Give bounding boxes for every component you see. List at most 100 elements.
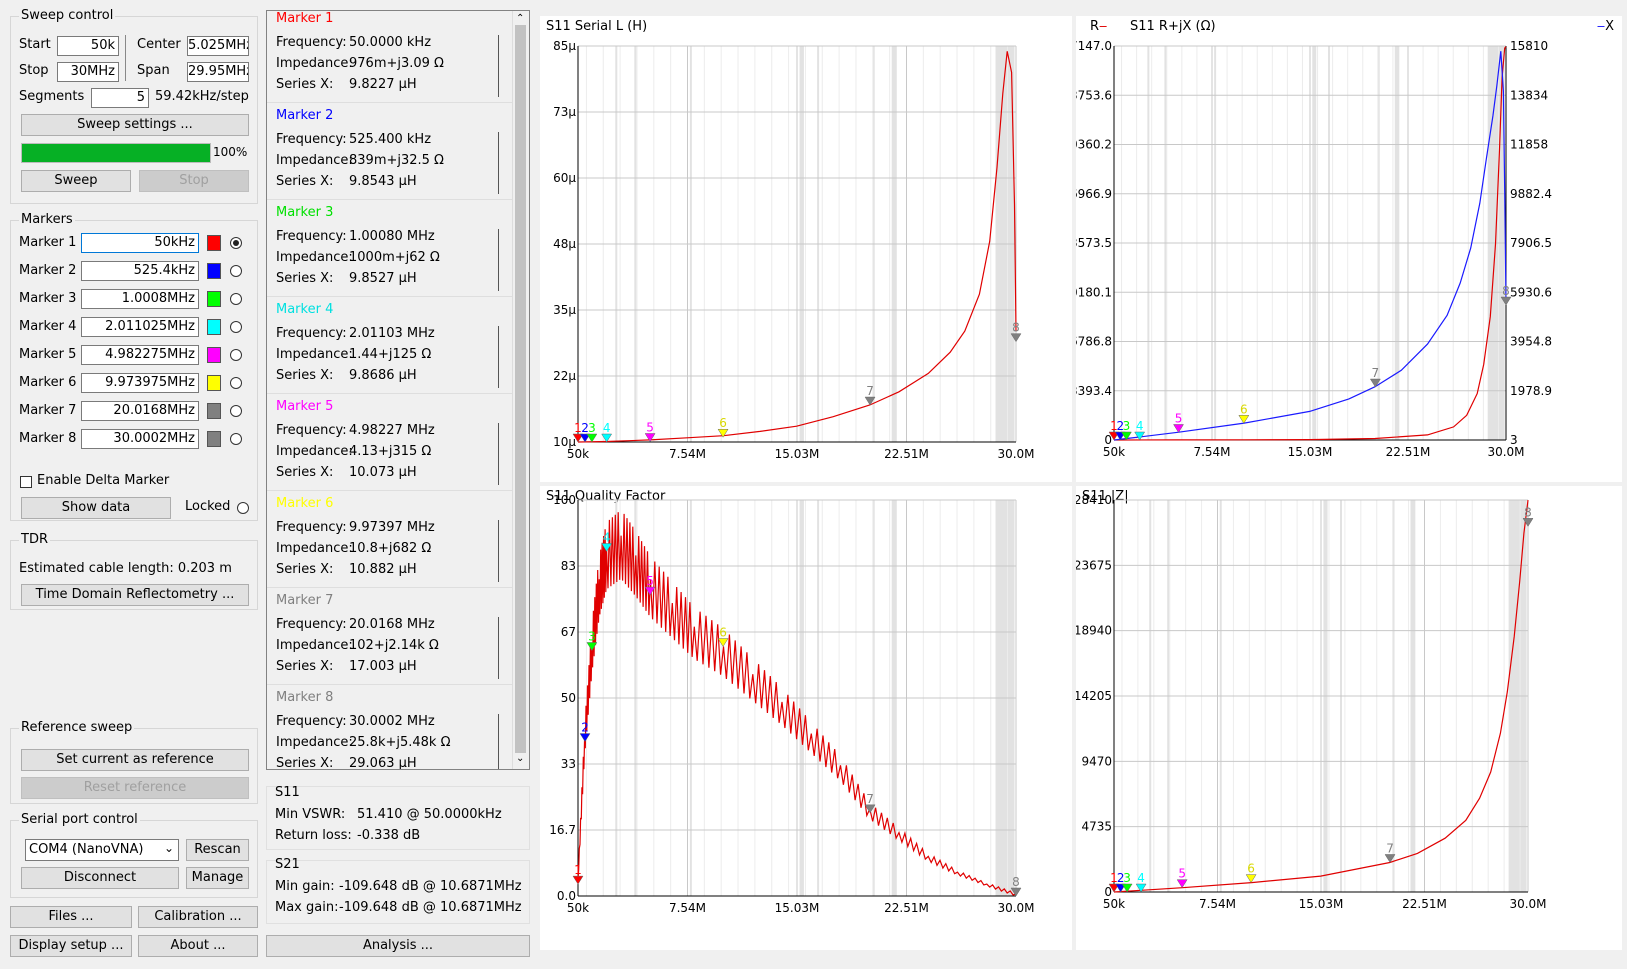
marker-detail-7: Marker 7 Frequency: 20.0168 MHz Impedance: 1… [267,587,513,687]
analysis-button[interactable]: Analysis ... [266,935,530,957]
x-tick-label: 50k [567,901,589,915]
min-gain-value: -109.648 dB @ 10.6871MHz [339,879,522,894]
tdr-button[interactable]: Time Domain Reflectometry ... [21,584,249,606]
marker-2-color-swatch[interactable] [207,263,221,279]
marker-details-panel[interactable]: Marker 1 Frequency: 50.0000 kHz Impedance: 9… [266,10,530,770]
marker-6-color-swatch[interactable] [207,375,221,391]
marker-8-color-swatch[interactable] [207,431,221,447]
series-x-value: 9.8527 µH [349,271,417,286]
marker-detail-divider [498,326,499,388]
frequency-value: 20.0168 MHz [349,617,435,632]
impedance-label: Impedance: [276,735,353,750]
marker-2-active-radio[interactable] [230,265,242,277]
marker-detail-separator [267,490,513,491]
calibration-button[interactable]: Calibration ... [138,906,258,928]
delta-marker-checkbox[interactable] [20,476,32,488]
stop-label: Stop [19,63,49,78]
chart-quality-factor[interactable]: S11 Quality Factor 100 83 67 50 33 16.7 0.0 50k… [540,486,1072,950]
chart-r-jx[interactable]: 27147.0 23753.6 20360.2 16966.9 13573.5 10180… [1076,16,1622,482]
marker-1-label: 1 [1110,419,1118,433]
series-x-label: Series X: [276,659,334,674]
y-tick-label: 28410 [1076,493,1112,507]
y-tick-label: 10µ [553,435,576,449]
marker-7-active-radio[interactable] [230,405,242,417]
sweep-control-group: Sweep control Start 50k Center 5.025MHz … [10,8,258,204]
chart-impedance-magnitude[interactable]: S11 |Z| 28410 23675 18940 14205 9470 4735 0 50k… [1076,486,1622,950]
x-tick-label: 50k [567,447,589,461]
y-tick-label: 16966.9 [1076,187,1112,201]
marker-3-color-swatch[interactable] [207,291,221,307]
marker-8-active-radio[interactable] [230,433,242,445]
chart-serial-l[interactable]: S11 Serial L (H) 85µ 73µ 60µ 48µ 35µ 22µ 10µ 50… [540,16,1072,482]
marker-3-active-radio[interactable] [230,293,242,305]
span-label: Span [137,63,170,78]
sweep-settings-button[interactable]: Sweep settings ... [21,114,249,136]
marker-8-frequency-input[interactable]: 30.0002MHz [81,429,199,449]
marker-6-frequency-input[interactable]: 9.973975MHz [81,373,199,393]
marker-1-active-radio[interactable] [230,237,242,249]
y-right-tick-label: 3 [1510,433,1518,447]
marker-3-triangle [586,642,598,651]
files-button[interactable]: Files ... [10,906,132,928]
delta-marker-label: Enable Delta Marker [37,473,170,488]
frequency-label: Frequency: [276,326,347,341]
locked-radio[interactable] [237,502,249,514]
marker-1-frequency-input[interactable]: 50kHz [81,233,199,253]
marker-6-triangle [1245,874,1257,884]
scroll-up-icon[interactable]: ⌃ [516,13,525,24]
stop-button[interactable]: Stop [139,170,249,192]
marker-5-triangle [644,433,656,442]
marker-5-frequency-input[interactable]: 4.982275MHz [81,345,199,365]
marker-detail-separator [267,102,513,103]
marker-7-frequency-input[interactable]: 20.0168MHz [81,401,199,421]
set-reference-button[interactable]: Set current as reference [21,749,249,771]
start-input[interactable]: 50k [57,36,119,56]
marker-4-active-radio[interactable] [230,321,242,333]
marker-6-label: Marker 6 [19,375,77,390]
center-input[interactable]: 5.025MHz [187,36,249,56]
sweep-button[interactable]: Sweep [21,170,131,192]
manage-button[interactable]: Manage [186,867,249,889]
scroll-down-icon[interactable]: ⌄ [516,753,525,764]
marker-5-color-swatch[interactable] [207,347,221,363]
x-tick-label: 30.0M [997,901,1034,915]
marker-4-frequency-input[interactable]: 2.011025MHz [81,317,199,337]
marker-details-scrollbar[interactable]: ⌃ ⌄ [512,11,529,769]
series-line-1 [1113,500,1529,893]
y-tick-label: 14205 [1076,689,1112,703]
y-right-tick-label: 15810 [1510,39,1548,53]
x-tick-label: 15.03M [775,447,820,461]
marker-4-triangle [1134,431,1146,441]
x-tick-label: 22.51M [1386,445,1431,459]
markers-title: Markers [19,212,75,227]
about-button[interactable]: About ... [138,935,258,957]
disconnect-button[interactable]: Disconnect [21,867,179,889]
marker-detail-2: Marker 2 Frequency: 525.400 kHz Impedance: 8… [267,102,513,202]
rescan-button[interactable]: Rescan [186,839,249,861]
marker-detail-1: Marker 1 Frequency: 50.0000 kHz Impedance: 9… [267,11,513,105]
marker-5-active-radio[interactable] [230,349,242,361]
segments-input[interactable]: 5 [91,88,149,108]
marker-6-active-radio[interactable] [230,377,242,389]
marker-1-color-swatch[interactable] [207,235,221,251]
impedance-value: 4.13+j315 Ω [349,444,432,459]
reset-reference-button[interactable]: Reset reference [21,777,249,799]
impedance-label: Impedance: [276,638,353,653]
marker-detail-title: Marker 7 [276,593,334,608]
y-tick-label: 0 [1104,885,1112,899]
frequency-value: 2.01103 MHz [349,326,435,341]
span-input[interactable]: 29.95MHz [187,62,249,82]
marker-6-triangle [717,428,729,438]
marker-2-frequency-input[interactable]: 525.4kHz [81,261,199,281]
marker-2-label: Marker 2 [19,263,77,278]
marker-7-color-swatch[interactable] [207,403,221,419]
divider [125,35,126,81]
marker-4-color-swatch[interactable] [207,319,221,335]
display-setup-button[interactable]: Display setup ... [10,935,132,957]
stop-input[interactable]: 30MHz [57,62,119,82]
scroll-thumb[interactable] [515,25,526,753]
marker-3-frequency-input[interactable]: 1.0008MHz [81,289,199,309]
port-select[interactable]: COM4 (NanoVNA) ⌄ [25,839,179,861]
show-data-button[interactable]: Show data [21,497,171,519]
